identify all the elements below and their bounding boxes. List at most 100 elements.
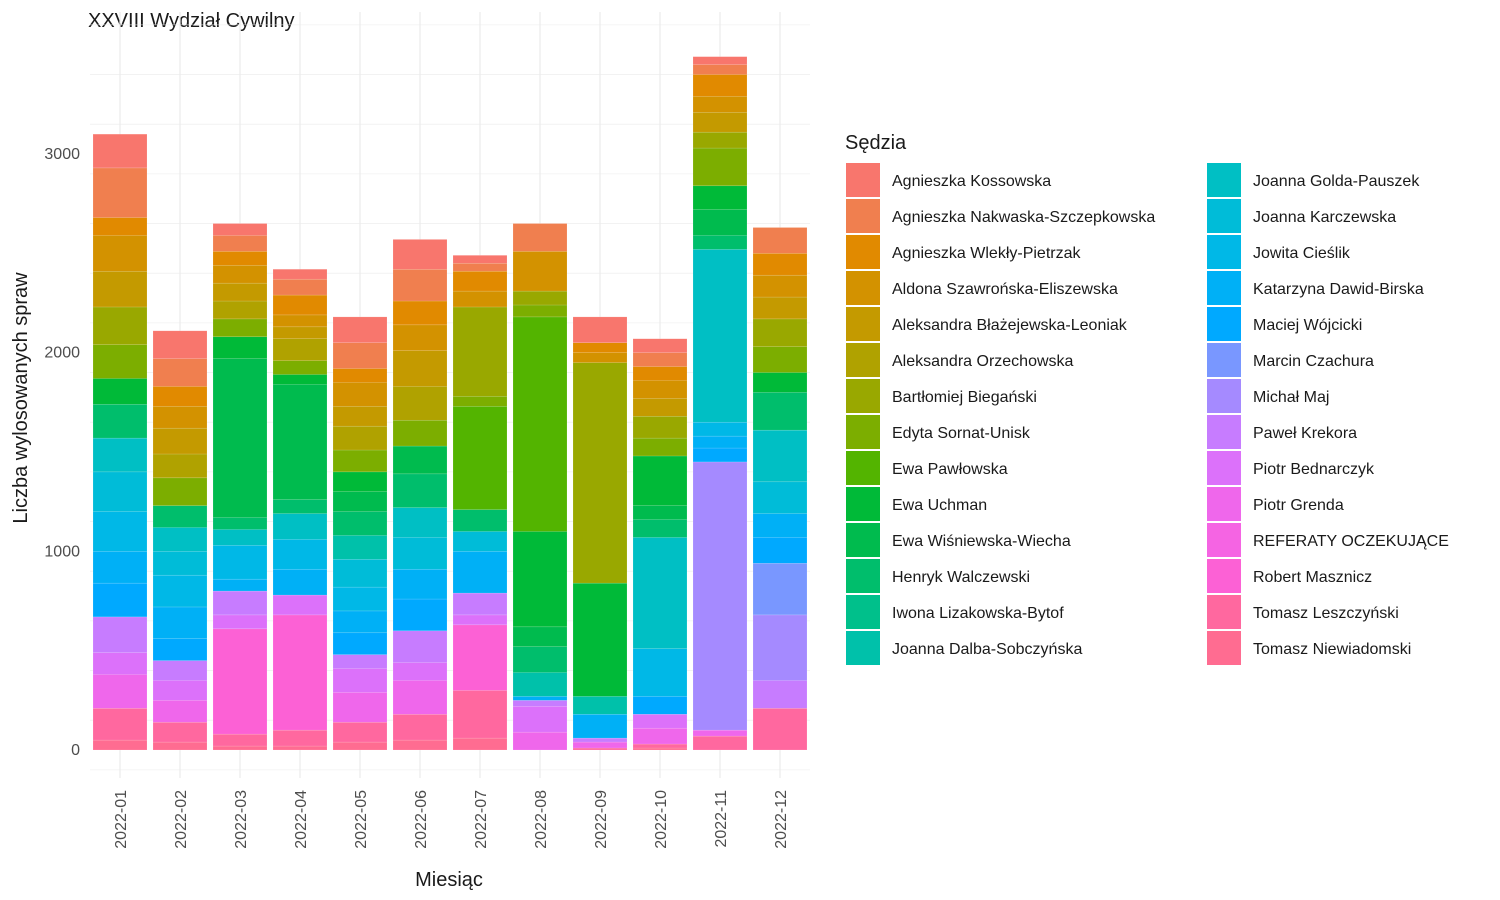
- bar-segment: [752, 392, 808, 431]
- legend-key: [846, 271, 880, 305]
- bar-segment: [272, 745, 328, 751]
- bar-segment: [512, 531, 568, 628]
- legend-label: Katarzyna Dawid-Birska: [1253, 281, 1424, 298]
- bar-segment: [92, 167, 148, 218]
- bar-segment: [272, 360, 328, 375]
- legend-label: Ewa Uchman: [892, 497, 987, 514]
- y-tick-label: 2000: [44, 345, 80, 362]
- bar-segment: [692, 185, 748, 210]
- bar-segment: [152, 551, 208, 576]
- bar-segment: [692, 112, 748, 133]
- legend-label: Agnieszka Wlekły-Pietrzak: [892, 245, 1082, 262]
- legend-label: Iwona Lizakowska-Bytof: [892, 605, 1064, 622]
- bar-segment: [452, 624, 508, 691]
- legend-label: Ewa Pawłowska: [892, 461, 1008, 478]
- chart-title: XXVIII Wydział Cywilny: [88, 10, 295, 32]
- legend-key: [846, 415, 880, 449]
- bar-segment: [632, 696, 688, 715]
- bar-segment: [572, 737, 628, 743]
- bar-segment: [452, 509, 508, 532]
- bar-segment: [92, 344, 148, 379]
- bar-segment: [272, 338, 328, 361]
- bar-segment: [152, 477, 208, 506]
- legend-key: [846, 163, 880, 197]
- bar-segment: [632, 537, 688, 649]
- bar-segment: [632, 713, 688, 729]
- legend-key: [846, 451, 880, 485]
- bar-segment: [752, 708, 808, 751]
- bar-segment: [452, 396, 508, 407]
- legend-key: [846, 523, 880, 557]
- bar-segment: [212, 358, 268, 518]
- bar-segment: [692, 235, 748, 250]
- bar-segment: [752, 253, 808, 276]
- legend-label: Henryk Walczewski: [892, 569, 1030, 586]
- bar-segment: [692, 249, 748, 423]
- legend-key: [1207, 271, 1241, 305]
- x-tick-label: 2022-03: [233, 790, 250, 849]
- bar-segment: [392, 268, 448, 302]
- bar-segment: [272, 499, 328, 514]
- bar-segment: [212, 300, 268, 320]
- bar-segment: [332, 535, 388, 560]
- bar-segment: [152, 574, 208, 608]
- bar-segment: [332, 491, 388, 512]
- legend-key: [1207, 523, 1241, 557]
- bar-segment: [512, 223, 568, 252]
- legend-key: [846, 631, 880, 665]
- bar-segment: [572, 741, 628, 749]
- legend-label: Piotr Grenda: [1253, 497, 1344, 514]
- bar-segment: [692, 74, 748, 97]
- bar-segment: [392, 537, 448, 570]
- y-tick-label: 3000: [44, 146, 80, 163]
- bar-segment: [572, 342, 628, 353]
- legend-label: Marcin Czachura: [1253, 353, 1374, 370]
- bar-segment: [272, 326, 328, 340]
- x-tick-label: 2022-06: [413, 790, 430, 849]
- bar-segment: [512, 304, 568, 318]
- legend-label: Joanna Golda-Pauszek: [1253, 173, 1420, 190]
- legend-key: [1207, 199, 1241, 233]
- x-axis-title: Miesiąc: [415, 869, 483, 891]
- bar-segment: [512, 290, 568, 306]
- bar-segment: [332, 471, 388, 492]
- bar-segment: [632, 366, 688, 381]
- legend-label: Robert Masznicz: [1253, 569, 1372, 586]
- bar-segment: [752, 563, 808, 616]
- bar-segment: [692, 421, 748, 437]
- bar-segment: [272, 384, 328, 500]
- bar-segment: [272, 614, 328, 731]
- bar-segment: [152, 638, 208, 661]
- bar-segment: [212, 265, 268, 284]
- bar-segment: [392, 419, 448, 447]
- bar-segment: [572, 316, 628, 343]
- y-axis-ticks: 0 1000 2000 3000: [44, 146, 80, 759]
- bar-segment: [512, 316, 568, 532]
- legend-label: Aldona Szawrońska-Eliszewska: [892, 281, 1118, 298]
- bar-segment: [92, 437, 148, 473]
- bar-segment: [92, 652, 148, 675]
- bar-segment: [452, 263, 508, 272]
- bar-segment: [692, 209, 748, 236]
- x-tick-label: 2022-12: [773, 790, 790, 849]
- bar-segment: [332, 632, 388, 655]
- bar-segment: [452, 406, 508, 510]
- bar-segment: [692, 735, 748, 751]
- bar-segment: [272, 594, 328, 616]
- bar-segment: [392, 507, 448, 538]
- bar-segment: [152, 386, 208, 407]
- bar-segment: [752, 372, 808, 393]
- bar-segment: [212, 614, 268, 630]
- bar-segment: [752, 227, 808, 254]
- bar-segment: [332, 559, 388, 588]
- bar-segment: [152, 427, 208, 455]
- bar-segment: [92, 404, 148, 439]
- legend-key: [846, 595, 880, 629]
- x-tick-label: 2022-08: [533, 790, 550, 849]
- legend-label: Agnieszka Nakwaska-Szczepkowska: [892, 209, 1155, 226]
- bar-segment: [632, 648, 688, 697]
- bar-segment: [692, 447, 748, 463]
- bar-segment: [92, 616, 148, 653]
- bar-segment: [92, 511, 148, 552]
- bar-segment: [212, 578, 268, 592]
